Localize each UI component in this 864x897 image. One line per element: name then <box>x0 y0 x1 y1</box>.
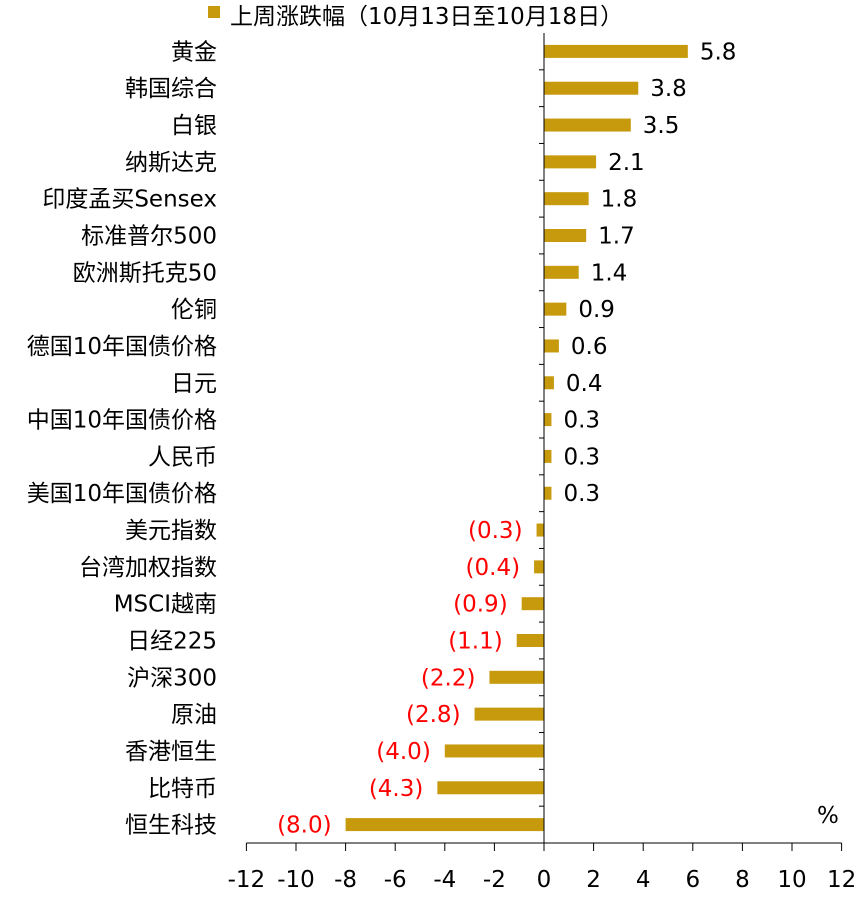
category-label: 白银 <box>171 113 217 139</box>
bar <box>544 449 552 463</box>
bar <box>544 155 597 169</box>
bar <box>544 229 587 242</box>
category-label: 黄金 <box>171 39 217 65</box>
category-label: 日元 <box>171 371 217 397</box>
value-label: 0.9 <box>578 297 615 323</box>
category-label: 标准普尔500 <box>81 224 217 250</box>
bar <box>444 744 544 758</box>
bars <box>345 44 688 832</box>
bar <box>437 781 544 795</box>
category-label: 香港恒生 <box>125 739 217 765</box>
value-labels: 5.8 3.8 3.5 2.1 1.8 1.7 1.4 0.9 0.6 0.4 0.3 0.3 0.3 (… <box>277 39 736 838</box>
value-label: 5.8 <box>700 39 737 65</box>
bar <box>544 376 554 390</box>
category-label: 比特币 <box>148 776 217 802</box>
bar <box>345 818 544 832</box>
value-label: 0.6 <box>571 334 608 360</box>
bar <box>544 302 567 316</box>
category-label: 印度孟买Sensex <box>42 187 217 213</box>
category-label: 美国10年国债价格 <box>27 481 217 507</box>
x-tick-label: 10 <box>777 867 806 893</box>
category-label: 欧洲斯托克50 <box>73 260 217 286</box>
x-tick-label: 2 <box>586 867 601 893</box>
bar <box>474 707 544 721</box>
category-label: 中国10年国债价格 <box>27 408 217 434</box>
value-label: (0.9) <box>453 592 508 618</box>
category-label: 德国10年国债价格 <box>27 334 217 360</box>
value-label: (4.0) <box>376 739 431 765</box>
category-label: 台湾加权指数 <box>79 555 217 581</box>
bar <box>489 670 544 684</box>
x-tick-label: -8 <box>334 867 357 893</box>
value-label: 1.7 <box>598 224 635 250</box>
value-label: 3.5 <box>643 113 680 139</box>
bar <box>544 81 639 95</box>
x-tick-label: -10 <box>277 867 315 893</box>
category-label: 原油 <box>171 702 217 728</box>
bar <box>544 486 552 500</box>
value-label: (1.1) <box>448 629 503 655</box>
value-label: (2.8) <box>406 702 461 728</box>
value-label: 3.8 <box>650 76 687 102</box>
bar <box>516 634 544 647</box>
bar <box>544 44 688 58</box>
bar <box>536 523 544 537</box>
value-label: 0.4 <box>566 371 603 397</box>
value-label: (0.4) <box>466 555 521 581</box>
value-label: (2.2) <box>421 665 476 691</box>
bar <box>544 339 559 353</box>
x-tick-label: 0 <box>537 867 552 893</box>
value-label: 0.3 <box>563 481 600 507</box>
axes: -12 -10 -8 -6 -4 -2 0 2 4 6 8 10 12 <box>228 33 856 893</box>
legend: 上周涨跌幅（10月13日至10月18日） <box>208 4 623 30</box>
category-label: 沪深300 <box>127 665 217 691</box>
bar <box>534 560 544 574</box>
value-label: 1.8 <box>601 187 638 213</box>
bar <box>544 413 552 427</box>
value-label: (0.3) <box>468 518 523 544</box>
x-tick-label: -2 <box>483 867 506 893</box>
category-label: 人民币 <box>148 444 217 470</box>
x-tick-label: 6 <box>685 867 700 893</box>
value-label: 2.1 <box>608 150 645 176</box>
value-label: 0.3 <box>563 408 600 434</box>
bar <box>544 265 579 279</box>
unit-label: % <box>817 803 839 829</box>
value-label: (8.0) <box>277 813 332 839</box>
x-tick-label: -4 <box>433 867 456 893</box>
x-tick-label: 4 <box>636 867 651 893</box>
category-label: 日经225 <box>127 629 217 655</box>
bar <box>544 192 589 206</box>
x-tick-label: -6 <box>384 867 407 893</box>
x-tick-label: 12 <box>827 867 856 893</box>
value-label: 1.4 <box>591 260 628 286</box>
x-tick-label: 8 <box>735 867 750 893</box>
legend-label: 上周涨跌幅（10月13日至10月18日） <box>230 4 623 30</box>
value-label: (4.3) <box>369 776 424 802</box>
bar <box>544 118 631 132</box>
category-label: 纳斯达克 <box>125 150 217 176</box>
category-label: 恒生科技 <box>125 813 217 839</box>
bar <box>521 597 544 611</box>
category-label: 韩国综合 <box>125 76 217 102</box>
legend-swatch <box>208 6 220 18</box>
value-label: 0.3 <box>563 444 600 470</box>
category-label: 美元指数 <box>125 518 217 544</box>
category-label: MSCI越南 <box>114 592 217 618</box>
x-tick-label: -12 <box>228 867 266 893</box>
category-label: 伦铜 <box>171 297 217 323</box>
